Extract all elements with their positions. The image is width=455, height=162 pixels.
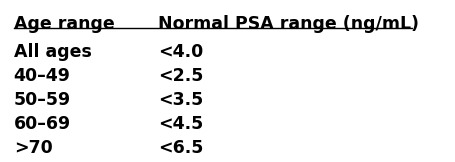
Text: 40–49: 40–49 xyxy=(14,67,71,85)
Text: All ages: All ages xyxy=(14,43,91,61)
Text: 60–69: 60–69 xyxy=(14,115,71,133)
Text: Age range: Age range xyxy=(14,15,114,33)
Text: <4.5: <4.5 xyxy=(157,115,202,133)
Text: <2.5: <2.5 xyxy=(157,67,202,85)
Text: Normal PSA range (ng/mL): Normal PSA range (ng/mL) xyxy=(157,15,418,33)
Text: 50–59: 50–59 xyxy=(14,91,71,109)
Text: >70: >70 xyxy=(14,139,52,157)
Text: <6.5: <6.5 xyxy=(157,139,202,157)
Text: <4.0: <4.0 xyxy=(157,43,202,61)
Text: <3.5: <3.5 xyxy=(157,91,202,109)
